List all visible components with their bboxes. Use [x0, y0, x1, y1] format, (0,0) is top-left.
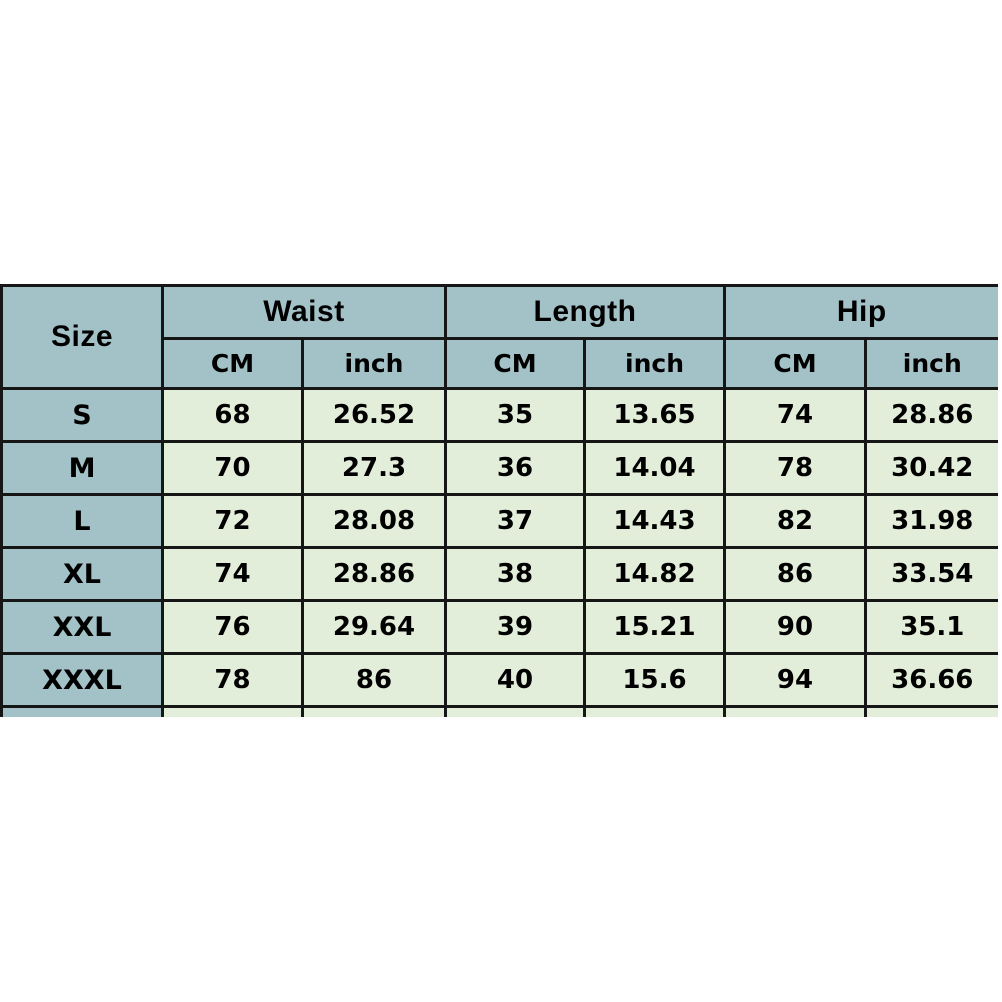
clipped-cell: [301, 705, 447, 717]
measurement-cell: 14.82: [582, 546, 727, 602]
measurement-cell: 86: [723, 546, 868, 602]
measurement-cell: 78: [161, 652, 304, 708]
measurement-cell: 28.86: [864, 387, 998, 443]
measurement-cell: 14.43: [582, 493, 727, 549]
measurement-cell: 40: [444, 652, 586, 708]
size-chart-table: Size Waist Length Hip CM inch CM inch CM…: [0, 284, 998, 717]
measurement-cell: 37: [444, 493, 586, 549]
unit-header-waist-cm: CM: [161, 337, 304, 390]
measurement-cell: 74: [723, 387, 868, 443]
measurement-cell: 35.1: [864, 599, 998, 655]
measurement-cell: 86: [301, 652, 447, 708]
measurement-cell: 36: [444, 440, 586, 496]
clipped-cell: [723, 705, 868, 717]
measurement-cell: 74: [161, 546, 304, 602]
measurement-cell: 94: [723, 652, 868, 708]
table-row-m: M 70 27.3 36 14.04 78 30.42: [0, 440, 998, 496]
unit-header-waist-inch: inch: [301, 337, 447, 390]
measurement-cell: 33.54: [864, 546, 998, 602]
unit-header-row: CM inch CM inch CM inch: [2, 337, 998, 390]
size-chart-container: Size Waist Length Hip CM inch CM inch CM…: [0, 284, 998, 717]
corner-header-size: Size: [0, 284, 164, 390]
unit-header-length-cm: CM: [444, 337, 586, 390]
measurement-cell: 72: [161, 493, 304, 549]
table-row-xl: XL 74 28.86 38 14.82 86 33.54: [0, 546, 998, 602]
measurement-cell: 29.64: [301, 599, 447, 655]
table-row-l: L 72 28.08 37 14.43 82 31.98: [0, 493, 998, 549]
measurement-cell: 68: [161, 387, 304, 443]
size-row-label: S: [0, 387, 164, 443]
measurement-cell: 26.52: [301, 387, 447, 443]
measurement-cell: 78: [723, 440, 868, 496]
clipped-cell: [0, 705, 164, 717]
size-row-label: L: [0, 493, 164, 549]
measurement-cell: 13.65: [582, 387, 727, 443]
size-row-label: XXL: [0, 599, 164, 655]
measurement-cell: 90: [723, 599, 868, 655]
measurement-cell: 35: [444, 387, 586, 443]
measurement-cell: 82: [723, 493, 868, 549]
measurement-cell: 15.6: [582, 652, 727, 708]
table-row-s: S 68 26.52 35 13.65 74 28.86: [0, 387, 998, 443]
measurement-cell: 39: [444, 599, 586, 655]
table-row-xxxl: XXXL 78 86 40 15.6 94 36.66: [0, 652, 998, 708]
size-row-label: M: [0, 440, 164, 496]
measurement-cell: 76: [161, 599, 304, 655]
group-header-length: Length: [443, 284, 727, 340]
measurement-cell: 30.42: [864, 440, 998, 496]
measurement-cell: 38: [444, 546, 586, 602]
measurement-cell: 36.66: [864, 652, 998, 708]
group-header-hip: Hip: [723, 284, 998, 340]
clipped-partial-row: [0, 705, 998, 717]
group-header-waist: Waist: [161, 284, 447, 340]
measurement-cell: 28.86: [301, 546, 447, 602]
measurement-cell: 28.08: [301, 493, 447, 549]
table-row-xxl: XXL 76 29.64 39 15.21 90 35.1: [0, 599, 998, 655]
measurement-cell: 14.04: [582, 440, 727, 496]
clipped-cell: [582, 705, 727, 717]
clipped-cell: [161, 705, 304, 717]
clipped-cell: [444, 705, 586, 717]
measurement-cell: 31.98: [864, 493, 998, 549]
group-header-row: Size Waist Length Hip: [0, 284, 998, 390]
unit-header-hip-cm: CM: [723, 337, 868, 390]
measurement-cell: 15.21: [582, 599, 727, 655]
measurement-cell: 70: [161, 440, 304, 496]
clipped-cell: [864, 705, 998, 717]
unit-header-hip-inch: inch: [864, 337, 998, 390]
size-row-label: XXXL: [0, 652, 164, 708]
unit-header-length-inch: inch: [582, 337, 727, 390]
size-row-label: XL: [0, 546, 164, 602]
measurement-cell: 27.3: [301, 440, 447, 496]
